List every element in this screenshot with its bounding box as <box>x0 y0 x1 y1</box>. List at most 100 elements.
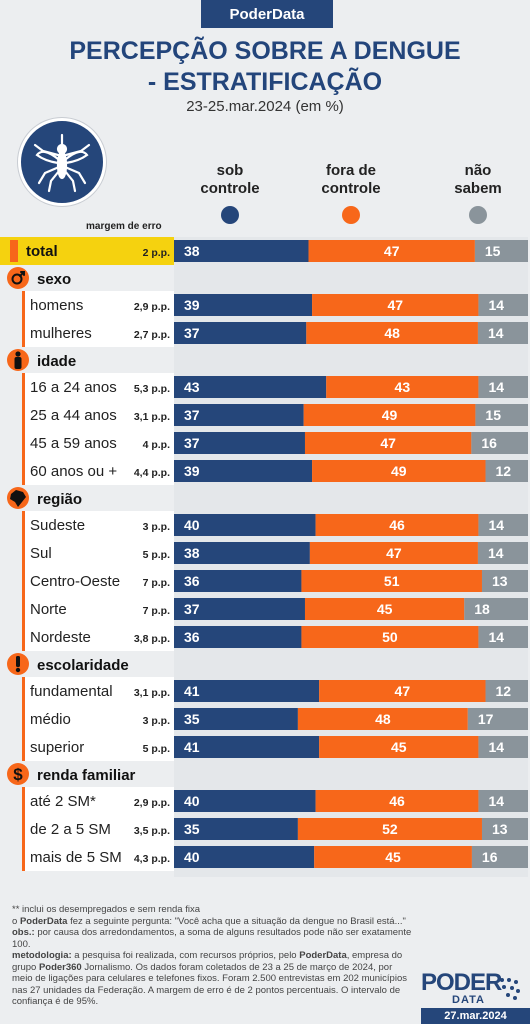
row-1-3-bar-0 <box>174 460 313 482</box>
row-4-0-moe: 2,9 p.p. <box>134 797 170 809</box>
row-1-1-value-2: 15 <box>485 407 501 423</box>
row-total-bar-0 <box>174 240 309 262</box>
row-3-2-bar-2 <box>478 736 528 758</box>
row-1-0-bar-0 <box>174 376 327 398</box>
row-0-0-accent <box>22 291 25 319</box>
column-header-fora-de-controle: fora de controle <box>306 162 396 198</box>
section-4-dollar-icon-glyph: $ <box>13 765 23 784</box>
row-total-bg <box>0 237 174 265</box>
title-line-1: PERCEPÇÃO SOBRE A DENGUE <box>69 37 461 65</box>
row-0-1-bar-1 <box>306 322 478 344</box>
column-header-line: sabem <box>454 180 502 197</box>
row-1-0-value-1: 43 <box>395 379 411 395</box>
row-0-0-label: homens <box>30 297 83 314</box>
row-1-0-bar-1 <box>326 376 479 398</box>
section-4-title: renda familiar <box>37 767 136 784</box>
row-4-2-label: mais de 5 SM <box>30 849 122 866</box>
section-2-title: região <box>37 491 82 508</box>
row-4-1-bg <box>22 815 174 843</box>
row-0-0-bar-0 <box>174 294 313 316</box>
row-0-1-value-2: 14 <box>488 325 504 341</box>
row-total-value-2: 15 <box>485 243 501 259</box>
section-2-brazil-map-icon-shape <box>10 490 26 507</box>
row-3-1-bg <box>22 705 174 733</box>
question-brand: PoderData <box>19 915 68 927</box>
row-4-1-bar-0 <box>174 818 298 840</box>
row-1-1-label: 25 a 44 anos <box>30 407 117 424</box>
row-total-value-0: 38 <box>184 243 200 259</box>
stacked-bar-chart: total 2 p.p. 38 47 15 sexo homens 2,9 p.p. 39 47 1… <box>0 237 528 871</box>
column-header-nao-sabem: não sabem <box>433 162 523 198</box>
obs-text: por causa dos arredondamentos, a soma de… <box>12 927 412 950</box>
row-1-2-bar-0 <box>174 432 305 454</box>
row-2-1-value-0: 38 <box>184 545 200 561</box>
row-0-1-label: mulheres <box>30 325 92 342</box>
row-4-2-bar-2 <box>471 846 528 868</box>
method-brand: PoderData <box>299 950 347 961</box>
row-1-2-value-0: 37 <box>184 435 200 451</box>
row-2-0-value-1: 46 <box>389 517 405 533</box>
section-0-gender-icon-mark <box>11 273 23 285</box>
row-2-4-label: Nordeste <box>30 629 91 646</box>
row-0-1-bar-0 <box>174 322 307 344</box>
row-2-2-accent <box>22 567 25 595</box>
row-1-2-label: 45 a 59 anos <box>30 435 117 452</box>
row-4-1-value-1: 52 <box>382 821 398 837</box>
row-2-2-bar-1 <box>301 570 482 592</box>
row-1-1-value-1: 49 <box>382 407 398 423</box>
row-0-1-bg <box>22 319 174 347</box>
row-1-3-value-1: 49 <box>391 463 407 479</box>
row-1-0-value-0: 43 <box>184 379 200 395</box>
section-4-dollar-icon <box>7 763 29 785</box>
row-2-2-bar-2 <box>481 570 528 592</box>
row-4-1-bar-1 <box>297 818 482 840</box>
row-0-0-value-2: 14 <box>488 297 504 313</box>
row-1-2-value-2: 16 <box>481 435 497 451</box>
row-4-0-bar-1 <box>315 790 479 812</box>
row-4-1-accent <box>22 815 25 843</box>
row-2-2-bar-0 <box>174 570 302 592</box>
row-1-2-accent <box>22 429 25 457</box>
section-1-person-icon-head <box>15 351 21 357</box>
row-2-1-label: Sul <box>30 545 52 562</box>
row-0-1-bar-2 <box>477 322 528 344</box>
row-3-1-bar-0 <box>174 708 298 730</box>
row-2-1-value-2: 14 <box>488 545 504 561</box>
row-total-value-1: 47 <box>384 243 400 259</box>
footnote-obs: obs.: por causa dos arredondamentos, a s… <box>12 927 412 950</box>
row-1-3-value-2: 12 <box>496 463 512 479</box>
row-4-2-bg <box>22 843 174 871</box>
row-1-0-bar-2 <box>478 376 528 398</box>
subtitle: 23-25.mar.2024 (em %) <box>186 98 344 115</box>
row-3-1-bar-1 <box>297 708 468 730</box>
row-2-0-moe: 3 p.p. <box>143 521 171 533</box>
footnotes: ** inclui os desempregados e sem renda f… <box>12 904 412 1008</box>
obs-label: obs.: <box>12 927 35 938</box>
section-3-title: escolaridade <box>37 657 129 674</box>
legend-dot-sob <box>221 206 239 224</box>
row-2-1-bar-1 <box>309 542 478 564</box>
row-1-3-bar-2 <box>485 460 528 482</box>
row-2-3-value-0: 37 <box>184 601 200 617</box>
row-1-2-value-1: 47 <box>380 435 396 451</box>
row-4-1-bar-2 <box>481 818 528 840</box>
title-line-2: - ESTRATIFICAÇÃO <box>147 68 383 96</box>
row-3-0-value-1: 47 <box>395 683 411 699</box>
column-header-line: não <box>464 162 492 179</box>
row-total-bar-1 <box>308 240 475 262</box>
row-2-3-value-2: 18 <box>474 601 490 617</box>
row-2-1-bg <box>22 539 174 567</box>
row-4-2-value-2: 16 <box>482 849 498 865</box>
row-1-3-label: 60 anos ou + <box>30 463 117 480</box>
column-header-line: sob <box>216 162 244 179</box>
row-total-label: total <box>26 243 58 260</box>
section-1-title: idade <box>37 353 76 370</box>
row-2-0-bg <box>22 511 174 539</box>
row-2-3-bar-1 <box>304 598 465 620</box>
row-2-0-accent <box>22 511 25 539</box>
row-1-1-bar-2 <box>475 404 528 426</box>
row-1-3-value-0: 39 <box>184 463 200 479</box>
row-1-3-bar-1 <box>312 460 486 482</box>
row-3-1-moe: 3 p.p. <box>143 715 171 727</box>
row-1-2-bg <box>22 429 174 457</box>
